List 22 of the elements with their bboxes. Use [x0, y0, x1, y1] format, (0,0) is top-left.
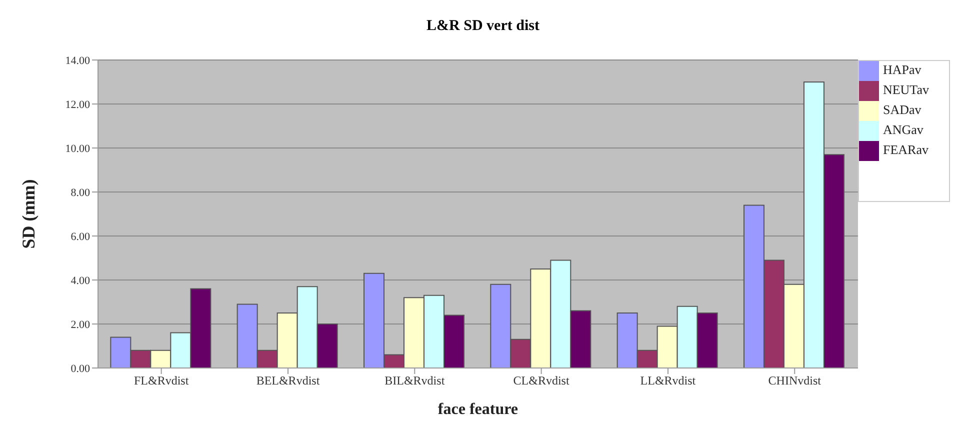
x-tick-label: BIL&Rvdist	[384, 374, 446, 388]
legend-label: NEUTav	[882, 82, 929, 97]
y-tick-label: 10.00	[65, 142, 90, 155]
y-tick-label: 6.00	[70, 230, 90, 243]
y-tick-label: 4.00	[70, 274, 90, 287]
x-tick-label: CL&Rvdist	[513, 374, 570, 388]
chart-title: L&R SD vert dist	[426, 18, 540, 35]
x-tick-label: LL&Rvdist	[640, 374, 696, 388]
y-tick-label: 12.00	[65, 98, 90, 111]
y-tick-label: 8.00	[70, 186, 90, 199]
legend-label: FEARav	[882, 142, 928, 157]
legend-label: SADav	[882, 102, 922, 117]
y-tick-label: 2.00	[70, 318, 90, 331]
y-tick-label: 0.00	[70, 362, 90, 375]
x-tick-label: CHINvdist	[768, 374, 822, 388]
y-axis-title: SD (mm)	[18, 179, 38, 249]
x-axis-title: face feature	[438, 401, 518, 418]
x-tick-label: FL&Rvdist	[134, 374, 190, 388]
x-tick-label: BEL&Rvdist	[256, 374, 320, 388]
legend-label: HAPav	[882, 62, 922, 77]
legend-label: ANGav	[882, 122, 924, 137]
y-tick-label: 14.00	[65, 54, 90, 67]
